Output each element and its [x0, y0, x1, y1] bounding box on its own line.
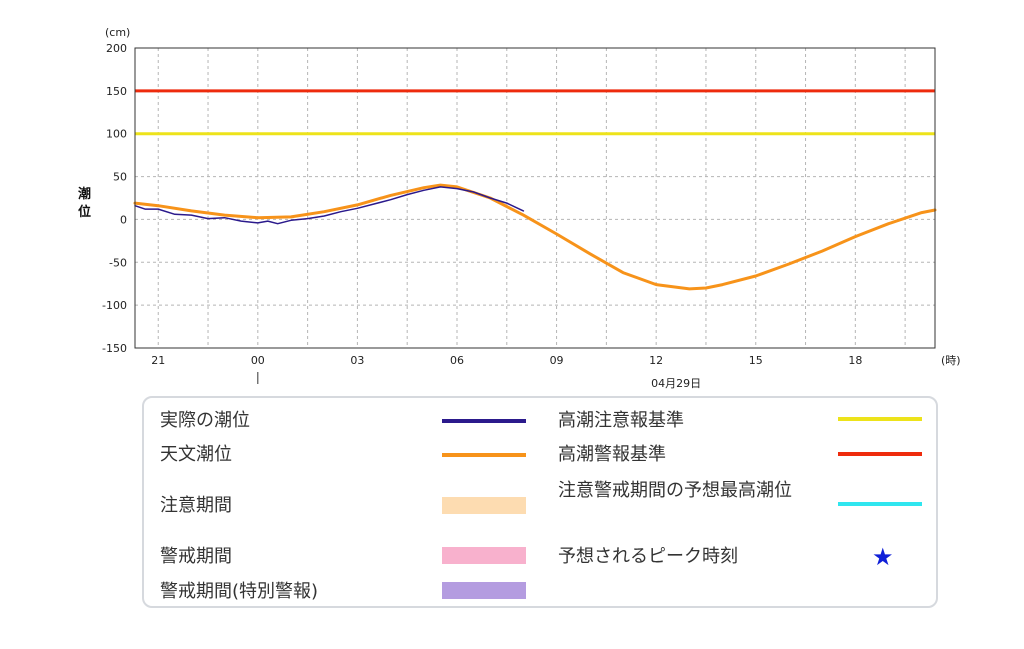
- y-tick-label: 200: [106, 42, 127, 55]
- y-axis-label: 潮: [78, 186, 91, 202]
- legend-label-peak-time: 予想されるピーク時刻: [558, 546, 738, 567]
- tide-chart: 200 150 100 50 0 -50 -100 -150 21 00 03 06 09 12 15 18…: [78, 26, 961, 390]
- x-tick-label: 03: [350, 354, 364, 367]
- legend-label-warning-period: 警戒期間: [160, 546, 232, 567]
- y-axis-label: 位: [78, 204, 91, 220]
- legend-swatch-advisory-level: [838, 417, 922, 421]
- legend-label-actual: 実際の潮位: [160, 410, 250, 431]
- reference-lines: [135, 89, 935, 136]
- x-tick-label: 21: [151, 354, 165, 367]
- x-tick-label: 15: [749, 354, 763, 367]
- y-tick-label: 0: [120, 213, 127, 226]
- legend-label-special-warning: 警戒期間(特別警報): [160, 581, 319, 602]
- x-axis-unit: (時): [941, 354, 961, 367]
- plot-frame: [134, 47, 936, 349]
- legend: 実際の潮位 天文潮位 注意期間 警戒期間 警戒期間(特別警報) 高潮注意報基準 …: [142, 396, 938, 608]
- legend-label-caution-period: 注意期間: [160, 495, 232, 516]
- x-tick-label: 09: [550, 354, 564, 367]
- grid-lines: [135, 48, 935, 348]
- legend-swatch-warning-level: [838, 452, 922, 456]
- x-tick-labels: 21 00 03 06 09 12 15 18: [151, 354, 862, 367]
- series-line-astronomical: [133, 183, 937, 291]
- y-tick-label: -150: [102, 342, 127, 355]
- y-tick-label: -100: [102, 299, 127, 312]
- x-tick-label: 18: [848, 354, 862, 367]
- legend-swatch-special-warning: [442, 582, 526, 599]
- x-tick-label: 12: [649, 354, 663, 367]
- y-tick-label: 50: [113, 171, 127, 184]
- legend-label-astronomical: 天文潮位: [160, 444, 232, 465]
- legend-label-advisory-level: 高潮注意報基準: [558, 410, 684, 431]
- legend-label-predicted-max: 注意警戒期間の予想最高潮位: [558, 480, 792, 501]
- x-tick-label: 00: [251, 354, 265, 367]
- legend-swatch-astronomical: [442, 453, 526, 457]
- star-icon: ★: [872, 543, 894, 571]
- legend-label-warning-level: 高潮警報基準: [558, 444, 666, 465]
- legend-swatch-warning-period: [442, 547, 526, 564]
- y-tick-label: 100: [106, 128, 127, 141]
- legend-swatch-predicted-max: [838, 502, 922, 506]
- series-line-actual: [134, 186, 525, 225]
- date-label: 04月29日: [651, 377, 701, 390]
- y-axis-unit: (cm): [105, 26, 130, 39]
- y-tick-label: 150: [106, 85, 127, 98]
- x-tick-label: 06: [450, 354, 464, 367]
- y-tick-label: -50: [109, 256, 127, 269]
- y-tick-labels: 200 150 100 50 0 -50 -100 -150: [102, 42, 127, 355]
- legend-swatch-caution-period: [442, 497, 526, 514]
- legend-swatch-actual: [442, 419, 526, 423]
- series-lines: [133, 183, 937, 291]
